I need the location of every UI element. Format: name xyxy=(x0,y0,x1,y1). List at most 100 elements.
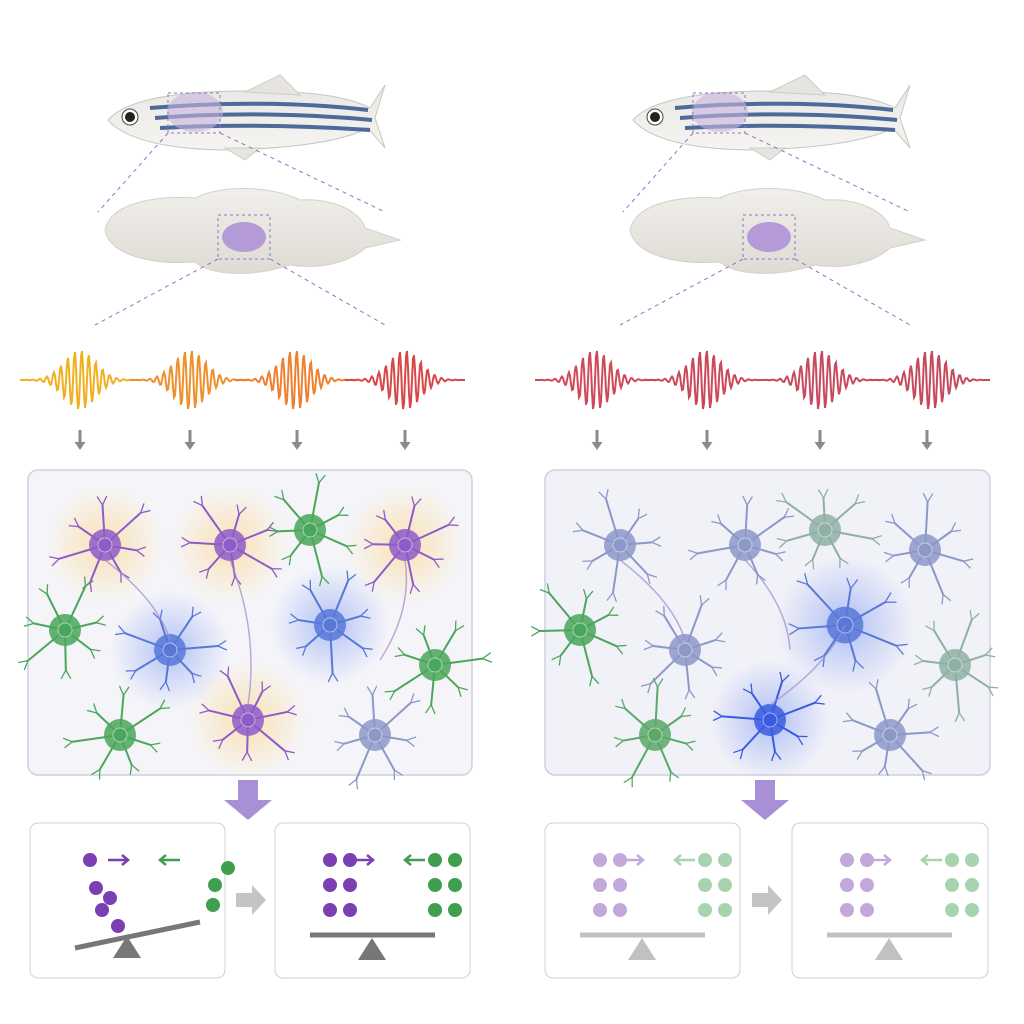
dendrite xyxy=(332,672,339,682)
dendrite xyxy=(160,707,171,710)
signal-wave xyxy=(20,350,140,410)
fulcrum xyxy=(875,938,903,960)
dendrite xyxy=(115,632,126,636)
zebrafish xyxy=(94,74,402,326)
dendrite xyxy=(23,622,34,627)
dendrite xyxy=(750,683,753,694)
dendrite xyxy=(130,670,137,680)
dendrite xyxy=(430,704,436,715)
dendrite xyxy=(343,707,350,717)
dendrite xyxy=(140,509,151,514)
small-arrow xyxy=(591,430,603,450)
dendrite xyxy=(755,574,759,585)
dendrite xyxy=(413,498,422,507)
balance xyxy=(310,853,462,960)
dot-purple xyxy=(593,903,607,917)
dendrite xyxy=(181,536,191,544)
dendrite xyxy=(958,712,966,722)
dot-purple xyxy=(95,903,109,917)
dendrite xyxy=(871,538,881,546)
dendrite xyxy=(334,740,345,745)
dendrite xyxy=(913,660,924,666)
dendrite xyxy=(558,655,562,666)
dendrite xyxy=(796,580,808,586)
small-arrow xyxy=(701,430,713,450)
dot-green xyxy=(221,861,235,875)
dendrite xyxy=(962,560,971,569)
dendrite xyxy=(140,503,145,514)
balance-box xyxy=(29,822,226,979)
dendrite xyxy=(575,522,584,531)
dendrite xyxy=(433,559,440,569)
nucleus xyxy=(57,622,73,638)
dendrite xyxy=(670,771,679,779)
dendrite xyxy=(406,736,417,741)
dendrite xyxy=(928,686,933,697)
dot-purple xyxy=(840,878,854,892)
dendrite xyxy=(93,703,98,714)
dot-green xyxy=(965,853,979,867)
dendrite xyxy=(95,621,106,626)
nucleus xyxy=(612,537,628,553)
dendrite xyxy=(871,535,882,540)
dendrite xyxy=(942,593,952,602)
dendrite xyxy=(415,628,425,636)
signal-wave xyxy=(345,350,465,410)
dendrite xyxy=(269,530,279,538)
dendrite xyxy=(346,570,349,581)
arrow-left xyxy=(158,854,180,866)
dendrite xyxy=(776,500,787,503)
dendrite xyxy=(346,545,354,555)
dendrite xyxy=(423,625,426,636)
dot-purple xyxy=(343,903,357,917)
dendrite xyxy=(482,658,493,663)
neuron xyxy=(45,485,165,605)
dendrite xyxy=(180,542,191,548)
dendrite xyxy=(914,654,924,662)
dot-purple xyxy=(840,903,854,917)
dendrite xyxy=(644,639,654,647)
signal-wave xyxy=(870,350,990,410)
dendrite xyxy=(775,551,786,555)
dendrite xyxy=(685,742,694,751)
dendrite xyxy=(884,766,889,777)
dendrite xyxy=(623,776,633,784)
arrow xyxy=(224,780,272,820)
dendrite xyxy=(612,592,618,603)
dot-purple xyxy=(840,853,854,867)
dendrite xyxy=(607,606,615,616)
nucleus xyxy=(572,622,588,638)
dendrite xyxy=(301,584,311,591)
beam xyxy=(74,919,201,951)
dendrite xyxy=(217,645,228,651)
dendrite xyxy=(941,594,944,605)
neuron xyxy=(334,685,421,790)
dendrite xyxy=(885,520,896,525)
dendrite xyxy=(606,592,614,601)
dendrite xyxy=(813,654,825,662)
dendrite xyxy=(922,769,932,775)
balance-box xyxy=(544,822,741,979)
signal-wave xyxy=(760,350,880,410)
dendrite xyxy=(318,576,323,587)
dendrite xyxy=(227,666,230,677)
dendrite xyxy=(804,573,809,585)
nucleus xyxy=(240,712,256,728)
dendrite xyxy=(885,555,894,563)
dendrite xyxy=(73,517,80,527)
dendrite xyxy=(598,491,607,500)
dendrite xyxy=(64,741,73,749)
dendrite xyxy=(62,737,73,743)
dot-purple xyxy=(323,878,337,892)
dendrite xyxy=(781,492,787,503)
dendrite xyxy=(616,644,627,647)
dendrite xyxy=(90,768,101,776)
dendrite xyxy=(25,616,35,624)
dendrite xyxy=(482,652,492,660)
dendrite xyxy=(685,740,696,745)
dendrite xyxy=(746,496,753,506)
dendrite xyxy=(822,488,829,499)
nucleus xyxy=(677,642,693,658)
dot-green xyxy=(698,903,712,917)
